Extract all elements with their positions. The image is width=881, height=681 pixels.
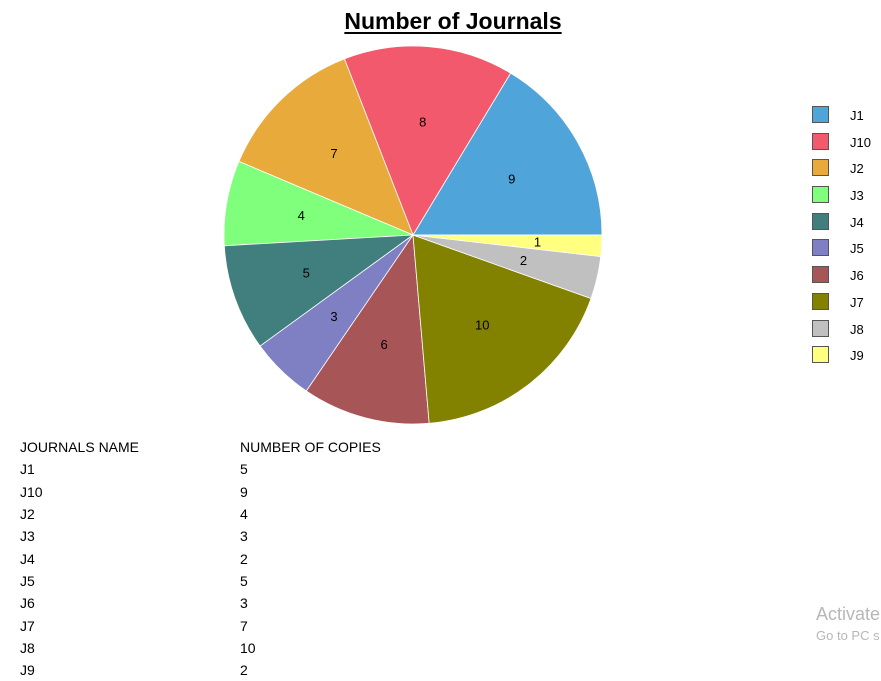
legend-label: J6 (850, 268, 864, 284)
journal-name-cell: J7 (20, 617, 35, 634)
slice-value-label: 4 (298, 208, 305, 223)
copies-cell: 3 (240, 528, 248, 545)
legend-label: J1 (850, 108, 864, 123)
slice-value-label: 10 (475, 317, 489, 332)
legend-label: J5 (850, 241, 864, 257)
table-row: J9 2 (20, 659, 381, 681)
journal-name-cell: J10 (20, 483, 43, 500)
legend-item-j3: J3 (812, 186, 881, 213)
legend-swatch (812, 346, 829, 364)
legend-item-j6: J6 (812, 266, 881, 293)
legend-swatch (812, 106, 829, 123)
journal-name-cell: J9 (20, 662, 35, 679)
slice-value-label: 2 (520, 253, 527, 268)
table-row: J8 10 (20, 637, 381, 659)
legend-label: J3 (850, 188, 864, 204)
legend-swatch (812, 186, 829, 204)
legend-swatch (812, 292, 829, 310)
copies-cell: 5 (240, 572, 248, 589)
pie-slice-j4 (223, 234, 415, 347)
legend-item-j1: J1 (812, 106, 881, 133)
pie-slice-j2 (238, 58, 414, 236)
table-row: J1 5 (20, 458, 381, 480)
pie-slice-j9 (412, 234, 603, 257)
table-header-row: JOURNALS NAME NUMBER OF COPIES (20, 436, 381, 458)
table-row: J4 2 (20, 547, 381, 569)
pie-chart: 9 8 7 4 5 3 6 10 21 (223, 45, 603, 425)
legend-label: J4 (850, 214, 864, 230)
journal-name-cell: J4 (20, 550, 35, 567)
legend-item-j10: J10 (812, 132, 881, 160)
table-row: J6 3 (20, 592, 381, 614)
journal-name-cell: J5 (20, 572, 35, 589)
legend-label: J8 (850, 321, 864, 337)
slice-value-label: 3 (330, 309, 337, 324)
legend-item-j8: J8 (812, 319, 881, 347)
legend-label: J9 (850, 348, 864, 364)
legend-label: J2 (850, 161, 864, 177)
slice-value-label: 7 (330, 146, 337, 161)
journal-name-cell: J3 (20, 528, 35, 545)
watermark-line-2: Go to PC s (816, 628, 880, 643)
chart-legend: J1 J10 J2 J3 J4 J5 J6 J7 J8 J9 (812, 106, 881, 373)
header-number-of-copies: NUMBER OF COPIES (240, 439, 381, 456)
journals-table: JOURNALS NAME NUMBER OF COPIES J1 5 J10 9 J2… (20, 436, 381, 681)
copies-cell: 4 (240, 506, 248, 523)
copies-cell: 2 (240, 550, 248, 567)
chart-title: Number of Journals (0, 8, 881, 35)
chart-title-text: Number of Journals (344, 8, 562, 34)
copies-cell: 7 (240, 617, 248, 634)
legend-item-j2: J2 (812, 159, 881, 186)
legend-swatch (812, 132, 829, 150)
copies-cell: 2 (240, 662, 248, 679)
copies-cell: 10 (240, 639, 256, 656)
legend-swatch (812, 319, 829, 337)
copies-cell: 9 (240, 483, 248, 500)
activate-windows-watermark: Activate Go to PC s (816, 604, 880, 643)
legend-item-j4: J4 (812, 212, 881, 240)
copies-cell: 5 (240, 461, 248, 478)
pie-slice-j6 (305, 233, 430, 425)
table-row: J10 9 (20, 481, 381, 503)
journal-name-cell: J8 (20, 639, 35, 656)
table-body: J1 5 J10 9 J2 4 J3 3 J4 2 J5 5 J6 3 J7 7 J8 10 J9 2 (20, 458, 381, 681)
header-journals-name: JOURNALS NAME (20, 439, 140, 456)
copies-cell: 3 (240, 595, 248, 612)
slice-value-label: 5 (303, 266, 310, 281)
pie-slice-j10 (343, 45, 512, 236)
table-row: J2 4 (20, 503, 381, 525)
legend-swatch (812, 266, 829, 284)
table-row: J5 5 (20, 570, 381, 592)
legend-item-j5: J5 (812, 239, 881, 266)
pie-slice-j7 (412, 234, 592, 424)
legend-swatch (812, 159, 829, 177)
journal-name-cell: J2 (20, 506, 35, 523)
legend-swatch (812, 239, 829, 257)
legend-item-j7: J7 (812, 292, 881, 320)
slice-value-label: 6 (381, 337, 388, 352)
legend-swatch (812, 212, 829, 230)
journal-name-cell: J6 (20, 595, 35, 612)
slice-value-label: 9 (508, 172, 515, 187)
pie-slice-j1 (412, 72, 603, 236)
legend-label: J10 (850, 134, 871, 150)
journal-name-cell: J1 (20, 461, 35, 478)
legend-label: J7 (850, 294, 864, 310)
table-row: J7 7 (20, 614, 381, 636)
slice-value-label: 1 (534, 235, 541, 250)
slice-value-label: 8 (419, 115, 426, 130)
watermark-line-1: Activate (816, 604, 881, 624)
table-row: J3 3 (20, 525, 381, 547)
legend-item-j9: J9 (812, 346, 881, 373)
